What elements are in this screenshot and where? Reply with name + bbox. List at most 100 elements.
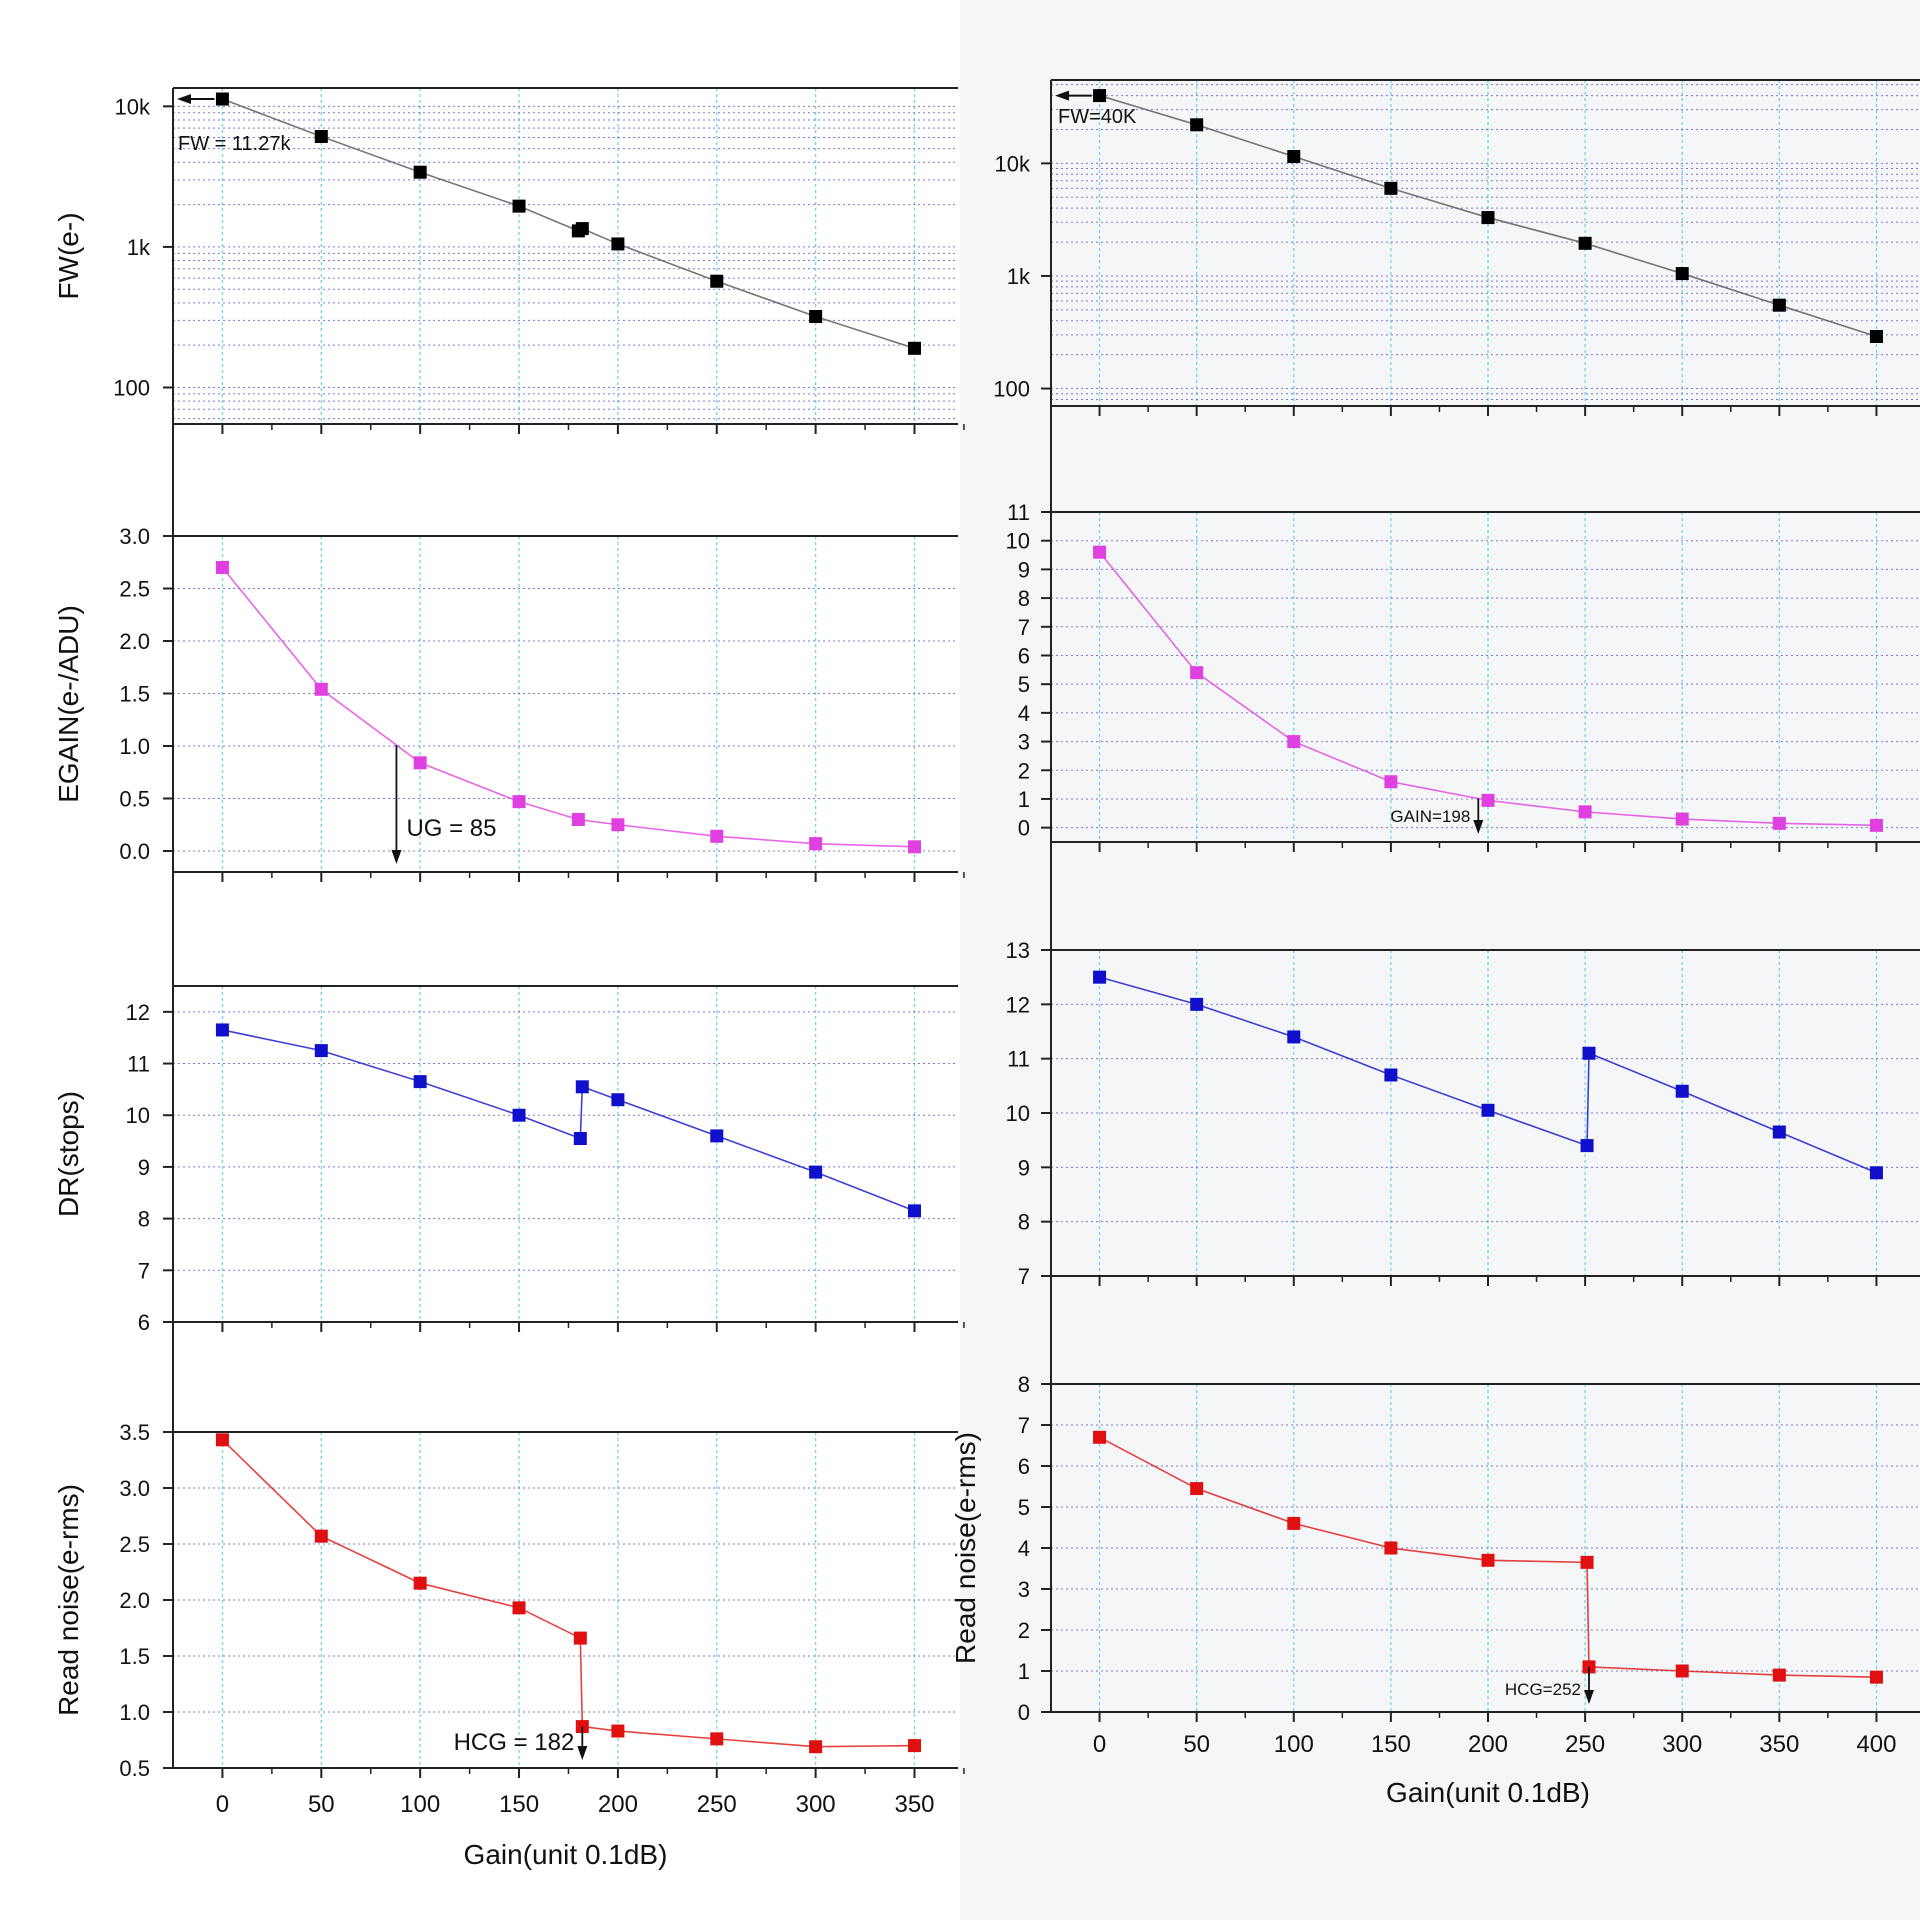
data-point xyxy=(575,1080,589,1094)
data-point xyxy=(611,1093,625,1107)
x-tick-label: 350 xyxy=(1759,1731,1799,1758)
series-line xyxy=(221,1439,915,1748)
y-tick-label: 12 xyxy=(126,1000,150,1025)
y-tick-label: 2.0 xyxy=(119,629,150,654)
y-axis-label: DR(stops) xyxy=(53,1091,84,1217)
data-point xyxy=(413,1576,427,1590)
data-point xyxy=(314,130,328,144)
data-point xyxy=(413,165,427,179)
data-point xyxy=(1578,236,1592,250)
data-point xyxy=(512,199,526,213)
data-point xyxy=(215,92,229,106)
x-tick-label: 300 xyxy=(796,1791,836,1818)
x-tick-label: 50 xyxy=(308,1791,335,1818)
y-tick-label: 7 xyxy=(1018,615,1030,640)
data-point xyxy=(413,1075,427,1089)
y-tick-label: 1.0 xyxy=(119,734,150,759)
data-point xyxy=(1384,1541,1398,1555)
data-point xyxy=(1093,1430,1107,1444)
data-point xyxy=(573,1631,587,1645)
y-tick-label: 2 xyxy=(1018,1618,1030,1643)
series-line xyxy=(222,1029,915,1212)
data-point xyxy=(1384,181,1398,195)
annotation-label: FW=40K xyxy=(1058,106,1137,128)
y-tick-label: 5 xyxy=(1018,672,1030,697)
y-axis-label: FW(e-) xyxy=(53,212,84,299)
data-point xyxy=(314,682,328,696)
data-point xyxy=(611,818,625,832)
y-tick-label: 11 xyxy=(127,1052,150,1077)
x-tick-label: 200 xyxy=(598,1791,638,1818)
y-tick-label: 2 xyxy=(1018,758,1030,783)
x-tick-label: 300 xyxy=(1662,1731,1702,1758)
data-point xyxy=(1772,1668,1786,1682)
y-tick-label: 10k xyxy=(115,94,151,119)
y-tick-label: 0 xyxy=(1018,816,1030,841)
x-tick-label: 0 xyxy=(1093,1731,1106,1758)
data-point xyxy=(710,829,724,843)
data-point xyxy=(1675,1664,1689,1678)
data-point xyxy=(1190,118,1204,132)
data-point xyxy=(1580,1139,1594,1153)
x-tick-label: 200 xyxy=(1468,1731,1508,1758)
y-tick-label: 6 xyxy=(138,1310,150,1335)
data-point xyxy=(1675,267,1689,281)
data-point xyxy=(907,341,921,355)
y-tick-label: 12 xyxy=(1006,992,1030,1017)
y-tick-label: 1.0 xyxy=(119,1700,150,1725)
series-line xyxy=(1099,1436,1877,1678)
x-tick-label: 150 xyxy=(499,1791,539,1818)
annotation-label: HCG=252 xyxy=(1505,1680,1581,1699)
annotation-arrow-head xyxy=(1055,90,1069,101)
y-tick-label: 2.0 xyxy=(119,1588,150,1613)
data-point xyxy=(809,1165,823,1179)
y-tick-label: 9 xyxy=(1018,557,1030,582)
data-point xyxy=(710,1129,724,1143)
y-axis-label: Read noise(e-rms) xyxy=(950,1432,981,1664)
x-tick-label: 250 xyxy=(1565,1731,1605,1758)
data-point xyxy=(1190,666,1204,680)
y-tick-label: 1 xyxy=(1018,1659,1030,1684)
chart-panel-0: 100 1k 10k FW(e-) FW = 11.27k xyxy=(53,87,965,434)
y-tick-label: 1.5 xyxy=(119,1644,150,1669)
chart-panel-3: 0.5 1.0 1.5 2.0 2.5 3.0 3.5 Read noise(e-rms) 0 5… xyxy=(53,1322,965,1870)
y-tick-label: 11 xyxy=(1007,1047,1030,1072)
y-tick-label: 1k xyxy=(127,235,151,260)
data-point xyxy=(1481,211,1495,225)
annotation-arrow-head xyxy=(1583,1690,1594,1704)
data-point xyxy=(512,1108,526,1122)
x-tick-label: 250 xyxy=(697,1791,737,1818)
data-point xyxy=(809,309,823,323)
data-point xyxy=(1578,805,1592,819)
data-point xyxy=(907,1204,921,1218)
y-tick-label: 1.5 xyxy=(119,682,150,707)
y-tick-label: 13 xyxy=(1006,938,1030,963)
y-tick-label: 2.5 xyxy=(119,577,150,602)
y-tick-label: 4 xyxy=(1018,1536,1030,1561)
chart-panel-2: 6 7 8 9 10 11 12 DR(stops) xyxy=(53,872,965,1335)
data-point xyxy=(1287,1516,1301,1530)
y-tick-label: 10 xyxy=(126,1103,150,1128)
data-point xyxy=(809,1740,823,1754)
annotation-arrow-head xyxy=(1473,820,1484,834)
y-tick-label: 8 xyxy=(138,1207,150,1232)
data-point xyxy=(314,1529,328,1543)
y-tick-label: 7 xyxy=(138,1258,150,1283)
data-point xyxy=(710,1732,724,1746)
y-tick-label: 0 xyxy=(1018,1700,1030,1725)
chart-panel-4: 100 1k 10k FW=40K xyxy=(993,79,1920,416)
y-tick-label: 3 xyxy=(1018,730,1030,755)
data-point xyxy=(1869,818,1883,832)
y-tick-label: 3.0 xyxy=(119,524,150,549)
y-tick-label: 1k xyxy=(1007,264,1031,289)
data-point xyxy=(1869,329,1883,343)
y-tick-label: 0.5 xyxy=(119,787,150,812)
y-tick-label: 10 xyxy=(1006,529,1030,554)
x-tick-label: 50 xyxy=(1183,1731,1210,1758)
data-point xyxy=(571,813,585,826)
data-point xyxy=(1093,970,1107,984)
data-point xyxy=(611,1724,625,1738)
data-point xyxy=(1287,150,1301,164)
x-tick-label: 350 xyxy=(894,1791,934,1818)
